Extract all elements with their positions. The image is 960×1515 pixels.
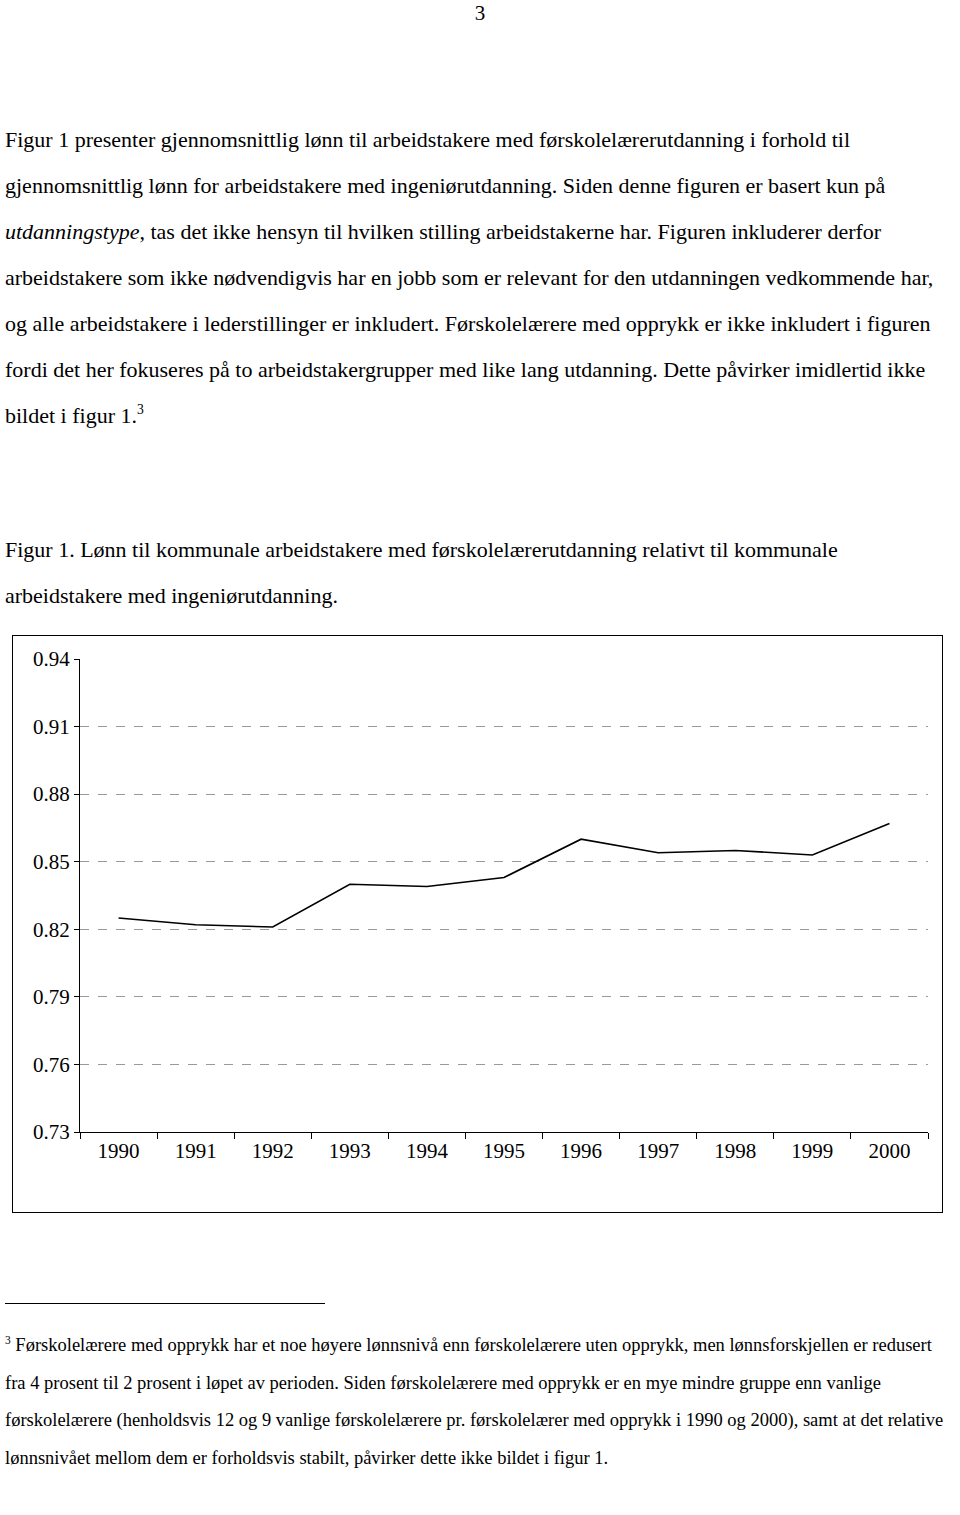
svg-text:1991: 1991 xyxy=(175,1139,217,1163)
svg-text:0.79: 0.79 xyxy=(33,985,70,1009)
svg-text:0.85: 0.85 xyxy=(33,850,70,874)
html-text:Figur 1. Lønn til kommunale ar: Figur 1. Lønn til kommunale arbeidstaker… xyxy=(5,537,838,608)
svg-text:1995: 1995 xyxy=(483,1139,525,1163)
svg-text:1998: 1998 xyxy=(714,1139,756,1163)
html-text:Figur 1 presenter gjennomsnitt: Figur 1 presenter gjennomsnittlig lønn t… xyxy=(5,127,886,198)
svg-text:1999: 1999 xyxy=(791,1139,833,1163)
svg-text:0.88: 0.88 xyxy=(33,782,70,806)
html-text:3: 3 xyxy=(474,1,486,25)
svg-text:0.94: 0.94 xyxy=(33,647,70,671)
svg-text:1996: 1996 xyxy=(560,1139,602,1163)
html-text:utdanningstype, tas det ikke h: utdanningstype, tas det ikke hensyn til … xyxy=(5,219,934,428)
svg-text:1997: 1997 xyxy=(637,1139,679,1163)
svg-text:2000: 2000 xyxy=(868,1139,910,1163)
svg-text:0.82: 0.82 xyxy=(33,918,70,942)
svg-text:1990: 1990 xyxy=(98,1139,140,1163)
svg-text:0.76: 0.76 xyxy=(33,1053,70,1077)
svg-text:1992: 1992 xyxy=(252,1139,294,1163)
svg-text:0.91: 0.91 xyxy=(33,715,70,739)
svg-text:1994: 1994 xyxy=(406,1139,449,1163)
html-text:3Førskolelærere med opprykk ha: 3Førskolelærere med opprykk har et noe h… xyxy=(5,1333,944,1468)
svg-text:1993: 1993 xyxy=(329,1139,371,1163)
svg-text:0.73: 0.73 xyxy=(33,1120,70,1144)
